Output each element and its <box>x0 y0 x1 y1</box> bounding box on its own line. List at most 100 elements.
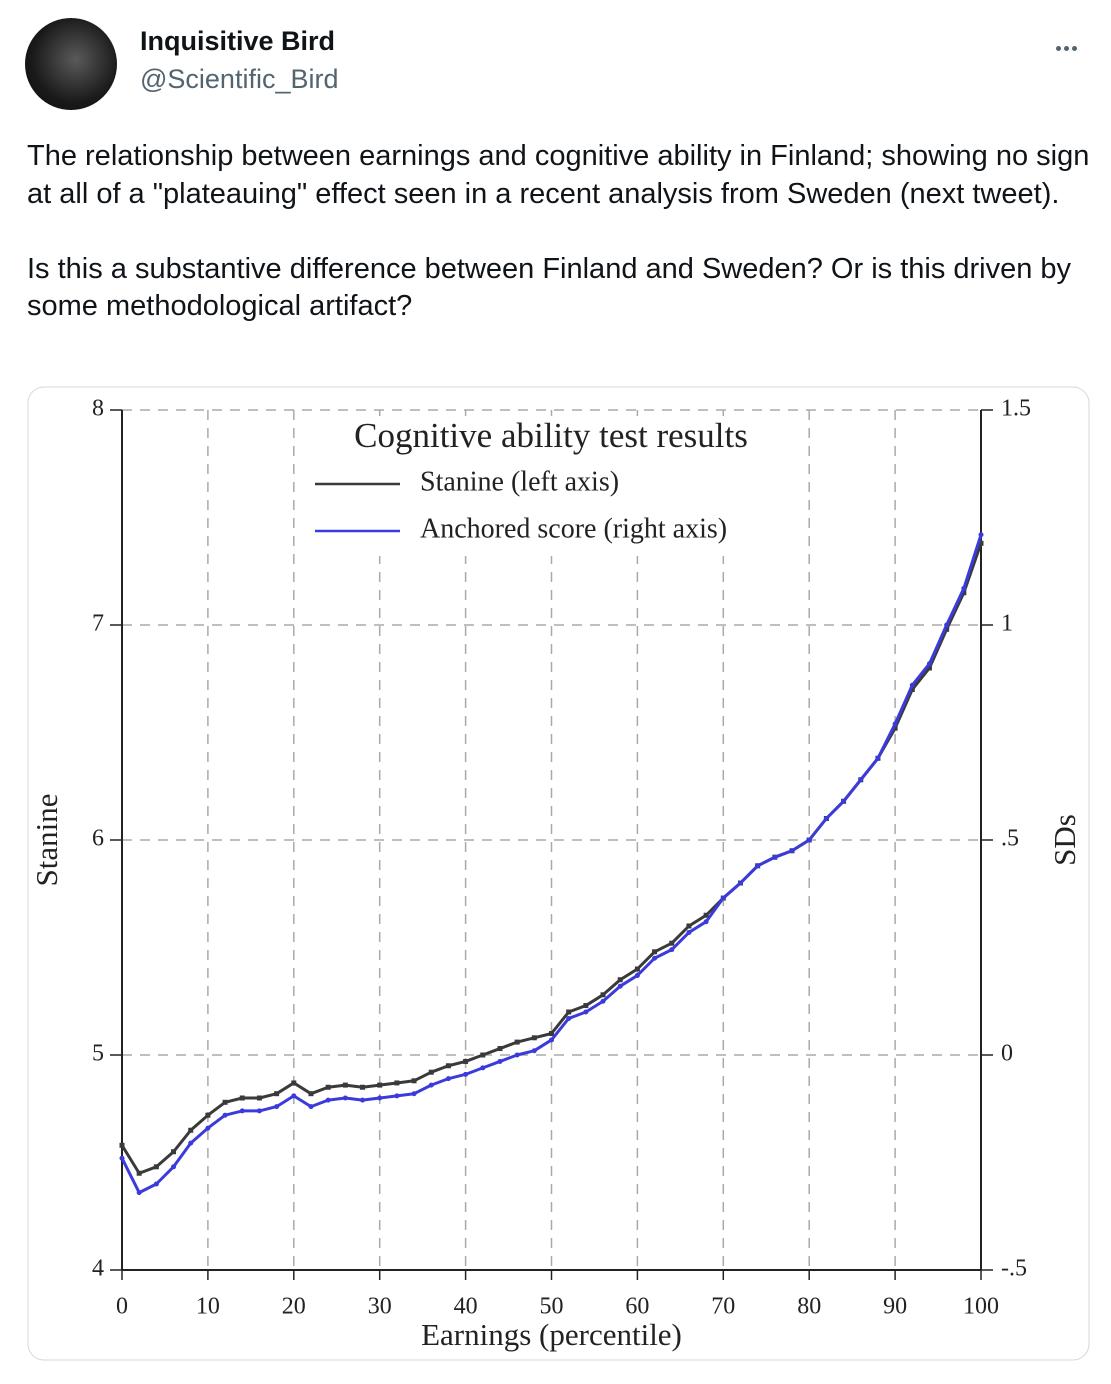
point <box>531 1035 537 1041</box>
point <box>119 1142 125 1148</box>
point <box>772 854 778 860</box>
point <box>600 992 606 998</box>
x-tick-label: 80 <box>797 1294 821 1320</box>
point <box>377 1082 383 1088</box>
point <box>600 998 606 1004</box>
point <box>308 1104 314 1110</box>
point <box>394 1093 400 1099</box>
point <box>463 1058 469 1064</box>
point <box>308 1091 314 1097</box>
legend-title: Cognitive ability test results <box>354 416 748 455</box>
point <box>703 912 709 918</box>
point <box>909 682 915 688</box>
point <box>428 1069 434 1075</box>
point <box>686 929 692 935</box>
point <box>480 1065 486 1071</box>
point <box>789 848 795 854</box>
point <box>583 1003 589 1009</box>
point <box>291 1080 297 1086</box>
point <box>549 1037 554 1043</box>
point <box>583 1009 589 1015</box>
point <box>445 1076 451 1082</box>
x-tick-label: 40 <box>454 1294 478 1320</box>
point <box>325 1084 331 1090</box>
point <box>944 626 950 632</box>
point <box>841 798 847 804</box>
point <box>858 777 864 783</box>
point <box>909 687 915 692</box>
y2-tick-label: 0 <box>1001 1041 1013 1067</box>
point <box>669 947 675 953</box>
point <box>222 1099 228 1105</box>
point <box>686 923 692 929</box>
point <box>497 1046 503 1052</box>
y2-tick-label: .5 <box>1001 826 1019 852</box>
more-menu[interactable] <box>1056 38 1080 56</box>
point <box>188 1127 194 1133</box>
point <box>445 1063 451 1069</box>
point <box>737 880 743 886</box>
point <box>188 1140 194 1146</box>
point <box>153 1164 159 1170</box>
point <box>634 966 640 972</box>
point <box>291 1093 297 1099</box>
x-tick-label: 70 <box>711 1294 735 1320</box>
point <box>256 1108 262 1114</box>
y-tick-label: 7 <box>92 611 104 637</box>
point <box>411 1078 417 1084</box>
point <box>566 1009 572 1015</box>
x-tick-label: 20 <box>282 1294 306 1320</box>
x-tick-label: 90 <box>883 1294 907 1320</box>
point <box>531 1048 537 1054</box>
point <box>171 1164 177 1170</box>
point <box>360 1084 366 1090</box>
y2-tick-label: 1 <box>1001 611 1013 637</box>
point <box>978 540 984 546</box>
point <box>480 1052 486 1058</box>
author-name[interactable]: Inquisitive Bird <box>140 26 336 56</box>
point <box>205 1125 211 1131</box>
point <box>926 661 932 667</box>
y-tick-label: 5 <box>92 1041 104 1067</box>
point <box>428 1082 434 1088</box>
author-handle[interactable]: @Scientific_Bird <box>140 64 339 94</box>
point <box>892 725 898 731</box>
point <box>806 837 812 843</box>
point <box>875 755 881 761</box>
point <box>239 1108 245 1114</box>
point <box>566 1015 572 1021</box>
point <box>652 949 658 955</box>
tweet-text: The relationship between earnings and co… <box>27 138 1092 363</box>
y2-axis-title: SDs <box>1047 814 1082 866</box>
legend-box <box>305 416 800 556</box>
y2-tick-label: -.5 <box>1001 1256 1027 1282</box>
point <box>823 816 829 821</box>
point <box>153 1181 159 1187</box>
y-tick-label: 8 <box>92 396 104 422</box>
x-tick-label: 50 <box>540 1294 564 1320</box>
point <box>274 1091 280 1097</box>
point <box>514 1039 520 1045</box>
point <box>617 977 623 983</box>
point <box>360 1097 366 1103</box>
x-tick-label: 10 <box>196 1294 220 1320</box>
point <box>961 590 967 596</box>
point <box>342 1095 348 1101</box>
point <box>239 1095 245 1101</box>
point <box>944 622 950 628</box>
plot: 0 10 20 30 40 50 60 70 80 90 100 4 5 6 7 8 -.5 0 .5 1 1.5 Ear… <box>29 396 1082 1353</box>
point <box>549 1031 554 1036</box>
point <box>617 983 623 989</box>
point <box>325 1097 331 1103</box>
point <box>720 895 726 901</box>
y-axis-title: Stanine <box>29 794 64 887</box>
point <box>119 1155 125 1161</box>
point <box>669 940 675 946</box>
avatar[interactable] <box>25 18 117 110</box>
point <box>274 1104 280 1110</box>
x-axis-title: Earnings (percentile) <box>421 1317 682 1352</box>
point <box>463 1071 469 1077</box>
point <box>171 1149 177 1155</box>
